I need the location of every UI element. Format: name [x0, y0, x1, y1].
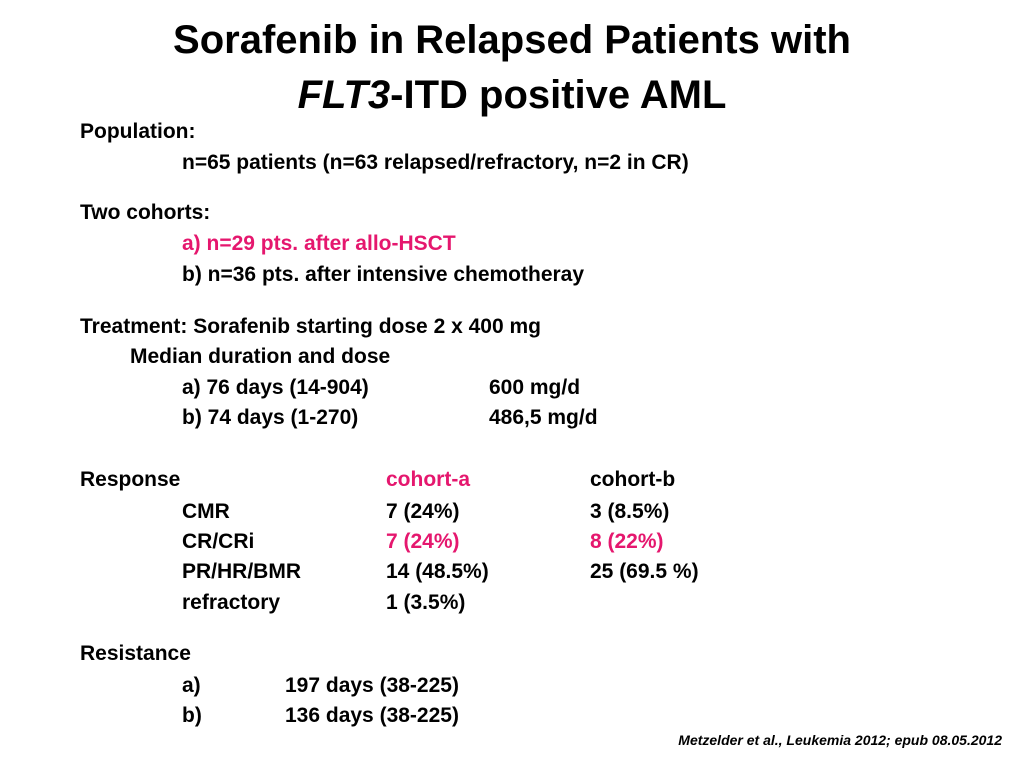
cell: a) 76 days (14-904): [182, 376, 369, 399]
cell: 136 days (38-225): [285, 704, 459, 727]
heading: Population:: [80, 120, 196, 143]
cell: 600 mg/d: [489, 376, 581, 399]
subheading: Median duration and dose: [130, 345, 391, 368]
heading: Treatment: Sorafenib starting dose 2 x 4…: [80, 315, 541, 338]
cell: 197 days (38-225): [285, 674, 459, 697]
cell: PR/HR/BMR: [182, 560, 301, 583]
title-line: Sorafenib in Relapsed Patients with: [173, 18, 851, 62]
cell: 1 (3.5%): [386, 591, 466, 614]
title-italic: FLT3: [297, 73, 391, 117]
cell: 3 (8.5%): [590, 500, 670, 523]
cell: b) 74 days (1-270): [182, 406, 359, 429]
citation: Metzelder et al., Leukemia 2012; epub 08…: [678, 732, 1002, 748]
text: a) n=29 pts. after allo-HSCT: [182, 232, 456, 255]
cell: refractory: [182, 591, 281, 614]
cell: 486,5 mg/d: [489, 406, 598, 429]
heading: Response: [80, 468, 181, 491]
cell: b): [182, 704, 202, 727]
title-rest: -ITD positive AML: [390, 73, 727, 117]
column-header: cohort-a: [386, 468, 470, 491]
text: n=65 patients (n=63 relapsed/refractory,…: [182, 151, 689, 174]
heading: Two cohorts:: [80, 201, 211, 224]
cell: CR/CRi: [182, 530, 255, 553]
title-line: FLT3-ITD positive AML: [0, 71, 1024, 119]
cell: 25 (69.5 %): [590, 560, 699, 583]
cell: a): [182, 674, 201, 697]
cell: 7 (24%): [386, 530, 460, 553]
cell: 8 (22%): [590, 530, 664, 553]
cell: 7 (24%): [386, 500, 460, 523]
heading: Resistance: [80, 642, 191, 665]
cell: 14 (48.5%): [386, 560, 489, 583]
text: b) n=36 pts. after intensive chemotheray: [182, 263, 585, 286]
column-header: cohort-b: [590, 468, 676, 491]
cell: CMR: [182, 500, 230, 523]
